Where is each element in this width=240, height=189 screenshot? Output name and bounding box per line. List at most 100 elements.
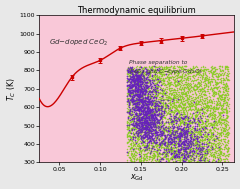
- Point: [137, 86, 141, 89]
- Point: [150, 158, 154, 161]
- Point: [201, 68, 205, 71]
- Point: [216, 73, 220, 76]
- Point: [188, 125, 192, 128]
- Point: [140, 87, 144, 90]
- Point: [221, 76, 225, 79]
- Point: [220, 157, 223, 160]
- Point: [142, 80, 145, 83]
- Point: [173, 103, 177, 106]
- Point: [147, 109, 151, 112]
- Point: [178, 159, 182, 162]
- Point: [142, 103, 146, 106]
- Point: [142, 121, 146, 124]
- Point: [137, 95, 140, 98]
- Point: [202, 85, 206, 88]
- Point: [170, 82, 174, 85]
- Point: [165, 103, 169, 106]
- Point: [126, 123, 129, 126]
- Point: [134, 122, 138, 125]
- Point: [153, 159, 156, 162]
- Point: [225, 101, 229, 104]
- Point: [141, 153, 145, 156]
- Point: [130, 151, 134, 154]
- Point: [219, 134, 223, 137]
- Point: [176, 76, 180, 79]
- Point: [135, 132, 139, 135]
- Point: [222, 111, 225, 114]
- Point: [212, 148, 216, 151]
- Point: [141, 70, 145, 74]
- Point: [183, 143, 187, 146]
- Point: [173, 136, 176, 139]
- Point: [185, 72, 189, 75]
- Point: [145, 131, 149, 134]
- Point: [137, 124, 141, 127]
- Point: [141, 133, 145, 136]
- Point: [161, 115, 165, 119]
- Point: [190, 152, 194, 155]
- Point: [155, 80, 159, 83]
- Point: [134, 151, 138, 154]
- Point: [129, 94, 132, 97]
- Point: [189, 147, 193, 150]
- Point: [202, 158, 206, 161]
- Point: [133, 153, 137, 156]
- Point: [185, 118, 189, 121]
- Point: [130, 65, 134, 68]
- Point: [180, 73, 184, 76]
- Point: [133, 94, 137, 97]
- Point: [208, 129, 211, 132]
- Point: [192, 73, 196, 76]
- Point: [182, 139, 186, 143]
- Point: [195, 98, 198, 101]
- Point: [131, 135, 135, 138]
- Point: [144, 155, 148, 158]
- Point: [171, 153, 174, 156]
- Point: [185, 146, 188, 149]
- Point: [201, 93, 205, 96]
- Point: [136, 144, 140, 147]
- Point: [150, 145, 154, 148]
- Point: [157, 74, 161, 77]
- Point: [186, 147, 190, 150]
- Point: [188, 102, 192, 105]
- Point: [197, 131, 201, 134]
- Point: [157, 85, 161, 88]
- Point: [171, 156, 175, 159]
- Point: [203, 130, 207, 133]
- Point: [129, 128, 133, 131]
- Point: [131, 101, 135, 104]
- Point: [224, 153, 228, 156]
- Point: [164, 65, 168, 68]
- Point: [192, 84, 196, 87]
- Point: [172, 117, 176, 120]
- Point: [169, 133, 173, 136]
- Point: [137, 116, 141, 119]
- Point: [132, 123, 136, 126]
- Point: [208, 81, 211, 84]
- Point: [132, 94, 136, 98]
- Point: [220, 65, 224, 68]
- Point: [215, 96, 219, 99]
- Point: [177, 150, 181, 153]
- Point: [209, 146, 213, 149]
- Point: [182, 148, 186, 151]
- Point: [172, 71, 176, 74]
- Point: [128, 84, 132, 88]
- Point: [208, 70, 212, 73]
- Point: [157, 147, 161, 150]
- Point: [173, 128, 177, 131]
- Point: [174, 88, 177, 91]
- Point: [206, 160, 210, 163]
- Point: [199, 135, 203, 138]
- Point: [132, 70, 136, 73]
- Point: [133, 102, 137, 105]
- Point: [225, 79, 229, 82]
- Point: [216, 142, 220, 145]
- Point: [172, 110, 176, 113]
- Point: [161, 89, 164, 92]
- Point: [203, 68, 206, 71]
- Point: [127, 110, 131, 113]
- Point: [132, 78, 136, 81]
- Point: [166, 126, 170, 129]
